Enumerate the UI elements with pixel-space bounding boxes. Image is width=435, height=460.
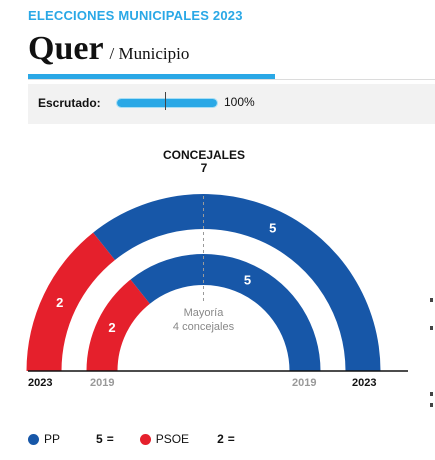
scrutiny-progress-marker — [165, 92, 166, 110]
seat-count-label: 5 — [244, 273, 251, 288]
legend-party-seats: 2 — [217, 432, 224, 446]
council-total: 7 — [200, 161, 208, 175]
seat-arc-psoe-2023 — [26, 232, 115, 371]
year-label-current-left: 2023 — [28, 377, 52, 389]
legend-party-change: = — [227, 432, 235, 446]
year-label-current-right: 2023 — [352, 377, 376, 389]
year-label-previous-left: 2019 — [90, 377, 114, 389]
scrutiny-value: 100% — [224, 95, 255, 109]
title-divider — [28, 79, 435, 80]
year-label-previous-right: 2019 — [292, 377, 316, 389]
seat-arc-pp-2019 — [130, 254, 321, 371]
majority-label: Mayoría — [184, 307, 225, 319]
legend-party-seats: 5 — [96, 432, 103, 446]
election-kicker: ELECCIONES MUNICIPALES 2023 — [28, 8, 243, 23]
council-title: CONCEJALES — [162, 148, 245, 162]
seat-hemicycle-chart: 2 5 2 5 Mayoría 4 concejales 2023 2019 2019… — [26, 194, 408, 389]
scrutiny-label: Escrutado: — [38, 96, 101, 110]
seat-arc-pp-2023 — [93, 194, 381, 371]
legend-item-pp: PP 5 = — [28, 432, 114, 446]
seat-count-label: 5 — [269, 220, 276, 235]
seat-count-label: 2 — [56, 295, 63, 310]
legend-item-psoe: PSOE 2 = — [139, 432, 235, 446]
scrutiny-progress-fill — [117, 99, 217, 107]
legend-party-name: PSOE — [155, 432, 190, 446]
seat-count-label: 2 — [108, 320, 115, 335]
page-subtitle: / Municipio — [109, 44, 190, 63]
page-title-row: Quer / Municipio — [28, 30, 189, 70]
edge-mark — [430, 298, 433, 302]
council-header: CONCEJALES 7 — [154, 149, 254, 175]
edge-mark — [430, 326, 433, 330]
legend-party-change: = — [106, 432, 114, 446]
legend-party-name: PP — [44, 432, 61, 446]
majority-seats: 4 concejales — [173, 321, 235, 333]
edge-mark — [430, 403, 433, 407]
scrutiny-progress-bar — [116, 98, 218, 108]
scrutiny-panel: Escrutado: 100% — [28, 84, 435, 124]
page-title: Quer — [28, 30, 104, 67]
psoe-color-dot — [139, 433, 151, 445]
pp-color-dot — [28, 433, 39, 445]
title-accent-rule — [28, 74, 275, 80]
seat-arc-psoe-2019 — [86, 279, 150, 371]
edge-mark — [430, 392, 433, 396]
party-legend: PP 5 = PSOE 2 = — [28, 432, 235, 446]
